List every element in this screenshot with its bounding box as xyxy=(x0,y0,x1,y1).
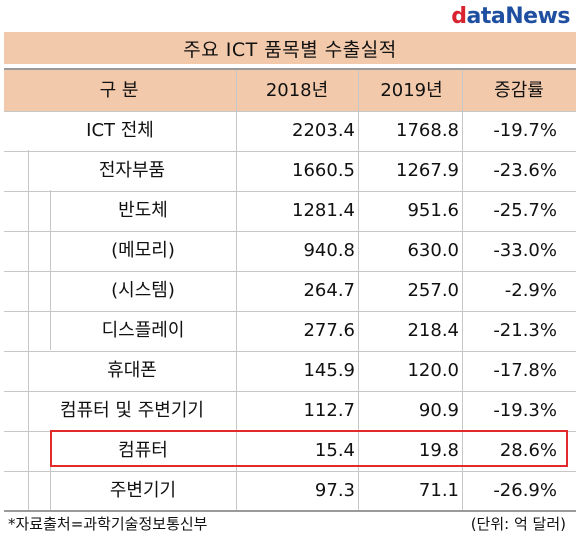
row-label: 컴퓨터 xyxy=(118,440,168,461)
table-row: (시스템) 264.7 257.0 -2.9% xyxy=(4,270,576,312)
row-growth: -17.8% xyxy=(493,360,557,381)
unit-note: (단위: 억 달러) xyxy=(470,515,566,533)
table-row: 전자부품 1660.5 1267.9 -23.6% xyxy=(4,150,576,192)
row-growth: -21.3% xyxy=(493,320,557,341)
row-2019: 90.9 xyxy=(418,400,459,421)
header-2019: 2019년 xyxy=(380,80,443,101)
datanews-logo: dataNews xyxy=(451,4,570,29)
row-2018: 97.3 xyxy=(314,480,355,501)
row-2019: 951.6 xyxy=(407,200,459,221)
row-growth: -33.0% xyxy=(493,240,557,261)
row-label: 디스플레이 xyxy=(101,320,185,341)
indent-guide xyxy=(28,150,29,430)
row-2019: 257.0 xyxy=(407,280,459,301)
column-divider xyxy=(462,70,463,510)
row-label: ICT 전체 xyxy=(86,120,154,141)
row-2019: 1768.8 xyxy=(396,120,459,141)
table-row: (메모리) 940.8 630.0 -33.0% xyxy=(4,230,576,272)
row-label: 휴대폰 xyxy=(107,360,157,381)
row-2019: 630.0 xyxy=(407,240,459,261)
table-row: 컴퓨터 및 주변기기 112.7 90.9 -19.3% xyxy=(4,390,576,432)
export-table: 구 분 2018년 2019년 증감률 ICT 전체 2203.4 1768.8… xyxy=(4,68,576,512)
source-note: *자료출처=과학기술정보통신부 xyxy=(8,515,208,533)
row-2018: 145.9 xyxy=(303,360,355,381)
indent-guide xyxy=(50,190,51,350)
header-growth: 증감률 xyxy=(494,80,544,101)
row-2018: 1660.5 xyxy=(292,160,355,181)
row-2019: 218.4 xyxy=(407,320,459,341)
table-row: 주변기기 97.3 71.1 -26.9% xyxy=(4,470,576,511)
row-growth: -23.6% xyxy=(493,160,557,181)
row-2018: 1281.4 xyxy=(292,200,355,221)
row-growth: -19.3% xyxy=(493,400,557,421)
row-growth: -19.7% xyxy=(493,120,557,141)
row-growth: -2.9% xyxy=(504,280,557,301)
column-divider xyxy=(236,70,237,510)
computer-row-highlight xyxy=(50,430,568,467)
row-2019: 71.1 xyxy=(418,480,459,501)
row-growth: -26.9% xyxy=(493,480,557,501)
header-category: 구 분 xyxy=(99,80,139,101)
row-label: 컴퓨터 및 주변기기 xyxy=(60,400,204,421)
table-title: 주요 ICT 품목별 수출실적 xyxy=(4,32,576,64)
row-label: 전자부품 xyxy=(98,160,166,181)
row-2018: 940.8 xyxy=(303,240,355,261)
column-divider xyxy=(358,70,359,510)
row-2018: 264.7 xyxy=(303,280,355,301)
row-growth: 28.6% xyxy=(499,440,557,461)
row-label: 반도체 xyxy=(118,200,168,221)
row-growth: -25.7% xyxy=(493,200,557,221)
row-2019: 120.0 xyxy=(407,360,459,381)
table-header-row: 구 분 2018년 2019년 증감률 xyxy=(4,70,576,112)
row-2018: 277.6 xyxy=(303,320,355,341)
indent-guide xyxy=(28,430,29,510)
header-2018: 2018년 xyxy=(265,80,329,101)
table-row: 휴대폰 145.9 120.0 -17.8% xyxy=(4,350,576,392)
indent-guide xyxy=(50,430,51,510)
table-row: 컴퓨터 15.4 19.8 28.6% xyxy=(4,430,576,472)
row-label: (메모리) xyxy=(111,240,175,261)
row-2018: 15.4 xyxy=(314,440,355,461)
row-label: 주변기기 xyxy=(109,480,177,501)
row-label: (시스템) xyxy=(111,280,175,301)
row-2018: 2203.4 xyxy=(292,120,355,141)
table-row: ICT 전체 2203.4 1768.8 -19.7% xyxy=(4,110,576,152)
table-row: 반도체 1281.4 951.6 -25.7% xyxy=(4,190,576,232)
row-2018: 112.7 xyxy=(303,400,355,421)
table-row: 디스플레이 277.6 218.4 -21.3% xyxy=(4,310,576,352)
row-2019: 1267.9 xyxy=(396,160,459,181)
row-2019: 19.8 xyxy=(418,440,459,461)
